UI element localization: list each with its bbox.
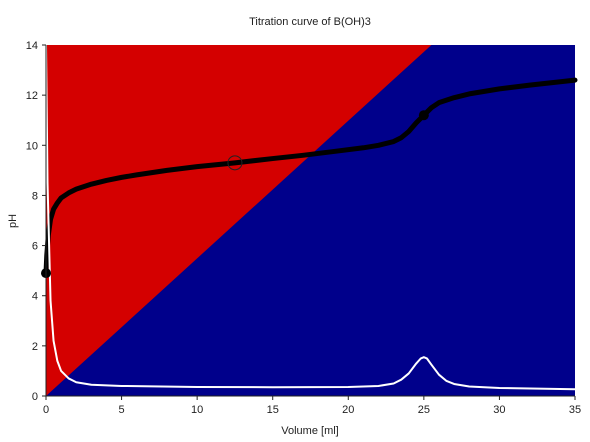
region-upper-left: [46, 45, 432, 396]
x-tick-label: 10: [191, 404, 203, 416]
y-tick-label: 2: [32, 341, 38, 353]
x-tick-label: 30: [493, 404, 505, 416]
x-tick-label: 15: [267, 404, 279, 416]
x-axis-label: Volume [ml]: [281, 425, 338, 437]
y-tick-label: 8: [32, 190, 38, 202]
y-tick-label: 14: [26, 40, 38, 52]
x-tick-label: 0: [43, 404, 49, 416]
x-tick-label: 25: [418, 404, 430, 416]
y-tick-label: 12: [26, 90, 38, 102]
marker-3: [418, 110, 429, 121]
series-line-2: [45, 44, 576, 391]
chart-title: Titration curve of B(OH)3: [249, 16, 371, 28]
x-tick-label: 20: [342, 404, 354, 416]
y-tick-label: 6: [32, 241, 38, 253]
y-tick-label: 4: [32, 291, 38, 303]
y-tick-label: 0: [32, 391, 38, 403]
x-tick-label: 5: [119, 404, 125, 416]
marker-2: [227, 155, 243, 171]
y-axis-label: pH: [7, 214, 19, 228]
series-line-1: [43, 77, 578, 276]
x-tick-label: 35: [569, 404, 581, 416]
plot-area: 0 5 10 15 20 25 30 35 0 2 4 6 8 10 12 14: [26, 40, 581, 416]
y-tick-label: 10: [26, 140, 38, 152]
